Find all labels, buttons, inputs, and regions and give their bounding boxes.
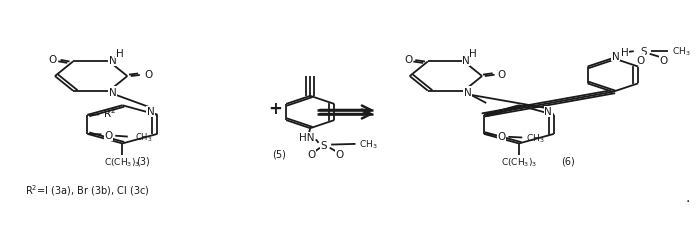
Text: C(CH$_3$)$_3$: C(CH$_3$)$_3$ [105,155,141,168]
Text: H: H [116,49,123,59]
Text: R$^2$=I (3a), Br (3b), Cl (3c): R$^2$=I (3a), Br (3b), Cl (3c) [25,182,150,197]
Text: O: O [144,70,152,79]
Text: H: H [621,48,629,58]
Text: O: O [659,55,668,65]
Text: +: + [268,99,282,117]
Text: N: N [464,87,471,97]
Text: (5): (5) [272,149,286,159]
Text: CH$_3$: CH$_3$ [135,131,153,143]
Text: O: O [497,132,505,142]
Text: O: O [307,149,316,159]
Text: O: O [498,70,505,79]
Text: .: . [686,191,690,205]
Text: O: O [404,55,413,65]
Text: H: H [469,49,477,59]
Text: HN: HN [299,133,314,142]
Text: N: N [109,87,116,97]
Text: O: O [636,55,645,65]
Text: O: O [48,54,56,65]
Text: N: N [109,56,116,66]
Text: N: N [462,56,470,66]
Text: N: N [146,107,154,117]
Text: N: N [544,107,552,117]
Text: N: N [612,52,620,62]
Text: (6): (6) [561,156,574,166]
Text: (3): (3) [137,156,150,166]
Text: CH$_3$: CH$_3$ [526,132,544,144]
Text: C(CH$_3$)$_3$: C(CH$_3$)$_3$ [500,155,537,168]
Text: CH$_3$: CH$_3$ [672,46,691,58]
Text: CH$_3$: CH$_3$ [359,138,378,151]
Text: O: O [335,149,344,159]
Text: S: S [321,140,328,150]
Text: S: S [641,47,648,57]
Text: R$^2$: R$^2$ [102,106,116,120]
Text: O: O [105,130,112,140]
